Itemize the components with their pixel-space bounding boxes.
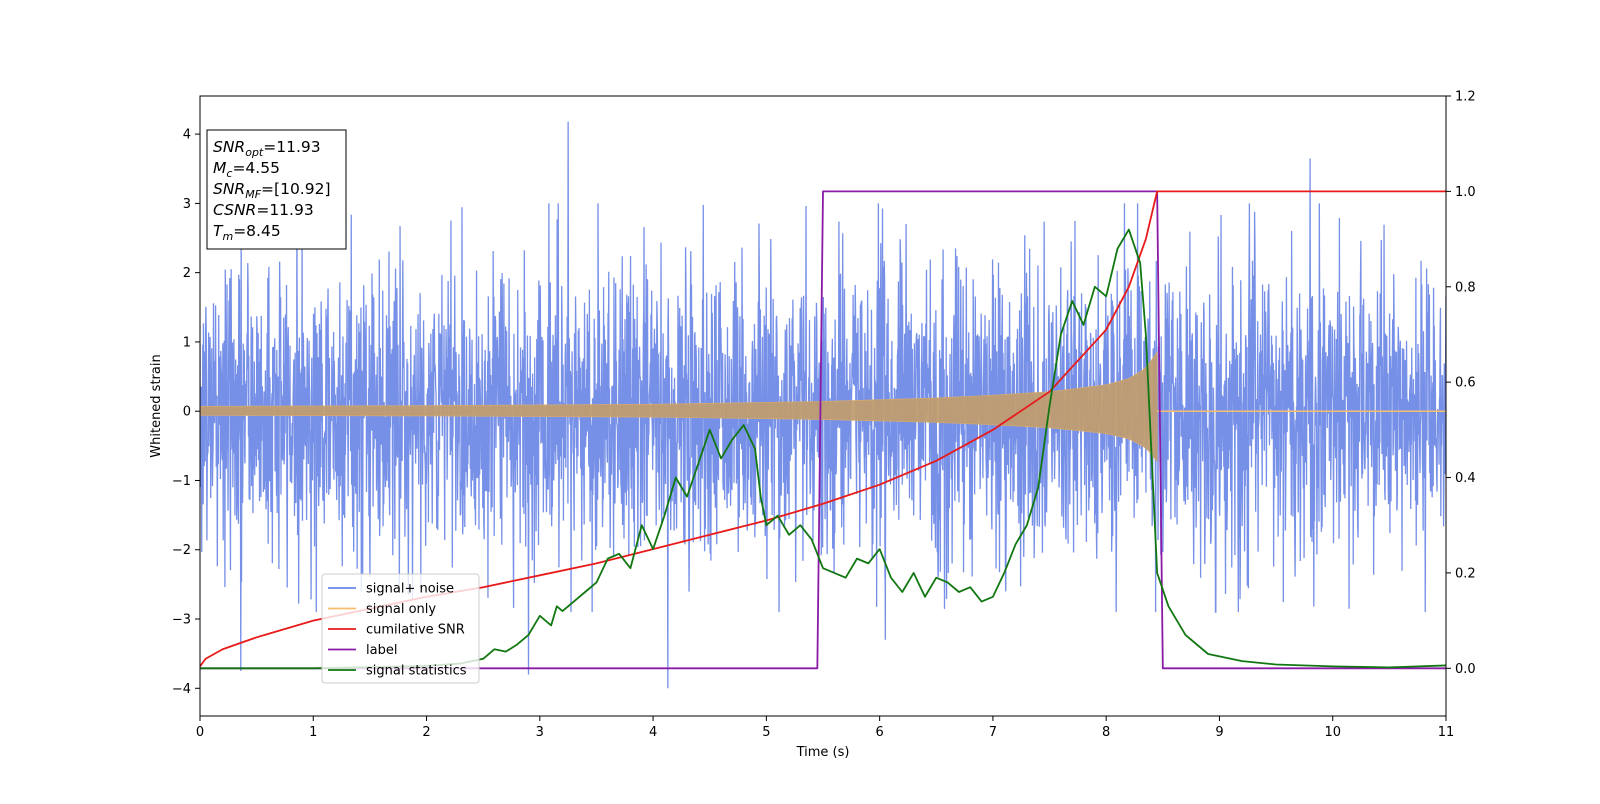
annotation-frame xyxy=(206,129,347,250)
annotation-line: SNRopt=11.93 xyxy=(213,138,321,159)
annotation-box: SNRopt=11.93Mc=4.55SNRMF=[10.92]CSNR=11.… xyxy=(206,129,347,250)
legend-frame xyxy=(321,573,480,684)
x-axis-label: Time (s) xyxy=(796,745,850,760)
y-left-tick-label: −1 xyxy=(172,474,191,489)
y-left-tick-label: −2 xyxy=(172,543,191,558)
legend-label: label xyxy=(366,643,397,658)
y-left-tick-label: 4 xyxy=(183,128,191,143)
series-signal-only-band xyxy=(200,351,1158,463)
x-tick-label: 1 xyxy=(309,725,317,740)
x-tick-label: 2 xyxy=(422,725,430,740)
y-left-tick-label: −4 xyxy=(172,682,191,697)
annotation-line: Tm=8.45 xyxy=(213,222,281,243)
annotation-line: CSNR=11.93 xyxy=(213,201,314,219)
y-left-tick-label: 0 xyxy=(183,405,191,420)
y-right-tick-label: 0.8 xyxy=(1455,280,1476,295)
x-tick-label: 9 xyxy=(1215,725,1223,740)
legend-label: signal+ noise xyxy=(366,582,454,597)
x-tick-label: 10 xyxy=(1324,725,1341,740)
y-right-tick-label: 0.4 xyxy=(1455,471,1476,486)
x-tick-label: 0 xyxy=(196,725,204,740)
x-tick-label: 4 xyxy=(649,725,657,740)
series-label xyxy=(200,190,1446,670)
legend-label: signal statistics xyxy=(366,664,467,679)
x-tick-label: 5 xyxy=(762,725,770,740)
series-signal-noise xyxy=(200,121,1446,689)
y-right-tick-label: 0.6 xyxy=(1455,376,1476,391)
y-axis-label: Whitened strain xyxy=(149,354,164,457)
y-left-tick-label: 3 xyxy=(183,197,191,212)
x-tick-label: 8 xyxy=(1102,725,1110,740)
series-signal-statistics xyxy=(200,228,1446,670)
x-axis-ticks: 0 1 2 3 4 5 6 7 8 9 10 11 xyxy=(196,716,1454,740)
legend-label: signal only xyxy=(366,602,436,617)
x-tick-label: 7 xyxy=(989,725,997,740)
plot-frame xyxy=(199,95,1447,717)
annotation-line: SNRMF=[10.92] xyxy=(213,180,331,201)
x-tick-label: 3 xyxy=(536,725,544,740)
y-right-tick-label: 1.0 xyxy=(1455,185,1476,200)
y-right-tick-label: 0.0 xyxy=(1455,662,1476,677)
x-tick-label: 6 xyxy=(875,725,883,740)
y-left-tick-label: 2 xyxy=(183,266,191,281)
y-axis-left-ticks: −4 −3 −2 −1 0 1 2 3 4 xyxy=(172,128,200,697)
y-axis-right-ticks: 0.0 0.2 0.4 0.6 0.8 1.0 1.2 xyxy=(1446,90,1476,677)
x-tick-label: 11 xyxy=(1438,725,1455,740)
y-left-tick-label: 1 xyxy=(183,335,191,350)
legend-label: cumilative SNR xyxy=(366,623,465,638)
legend: signal+ noise signal only cumilative SNR la… xyxy=(321,573,480,684)
y-left-tick-label: −3 xyxy=(172,613,191,628)
y-right-tick-label: 1.2 xyxy=(1455,90,1476,105)
y-right-tick-label: 0.2 xyxy=(1455,566,1476,581)
series-layer xyxy=(200,121,1446,689)
series-cumulative-snr xyxy=(200,190,1446,667)
annotation-line: Mc=4.55 xyxy=(213,159,280,180)
